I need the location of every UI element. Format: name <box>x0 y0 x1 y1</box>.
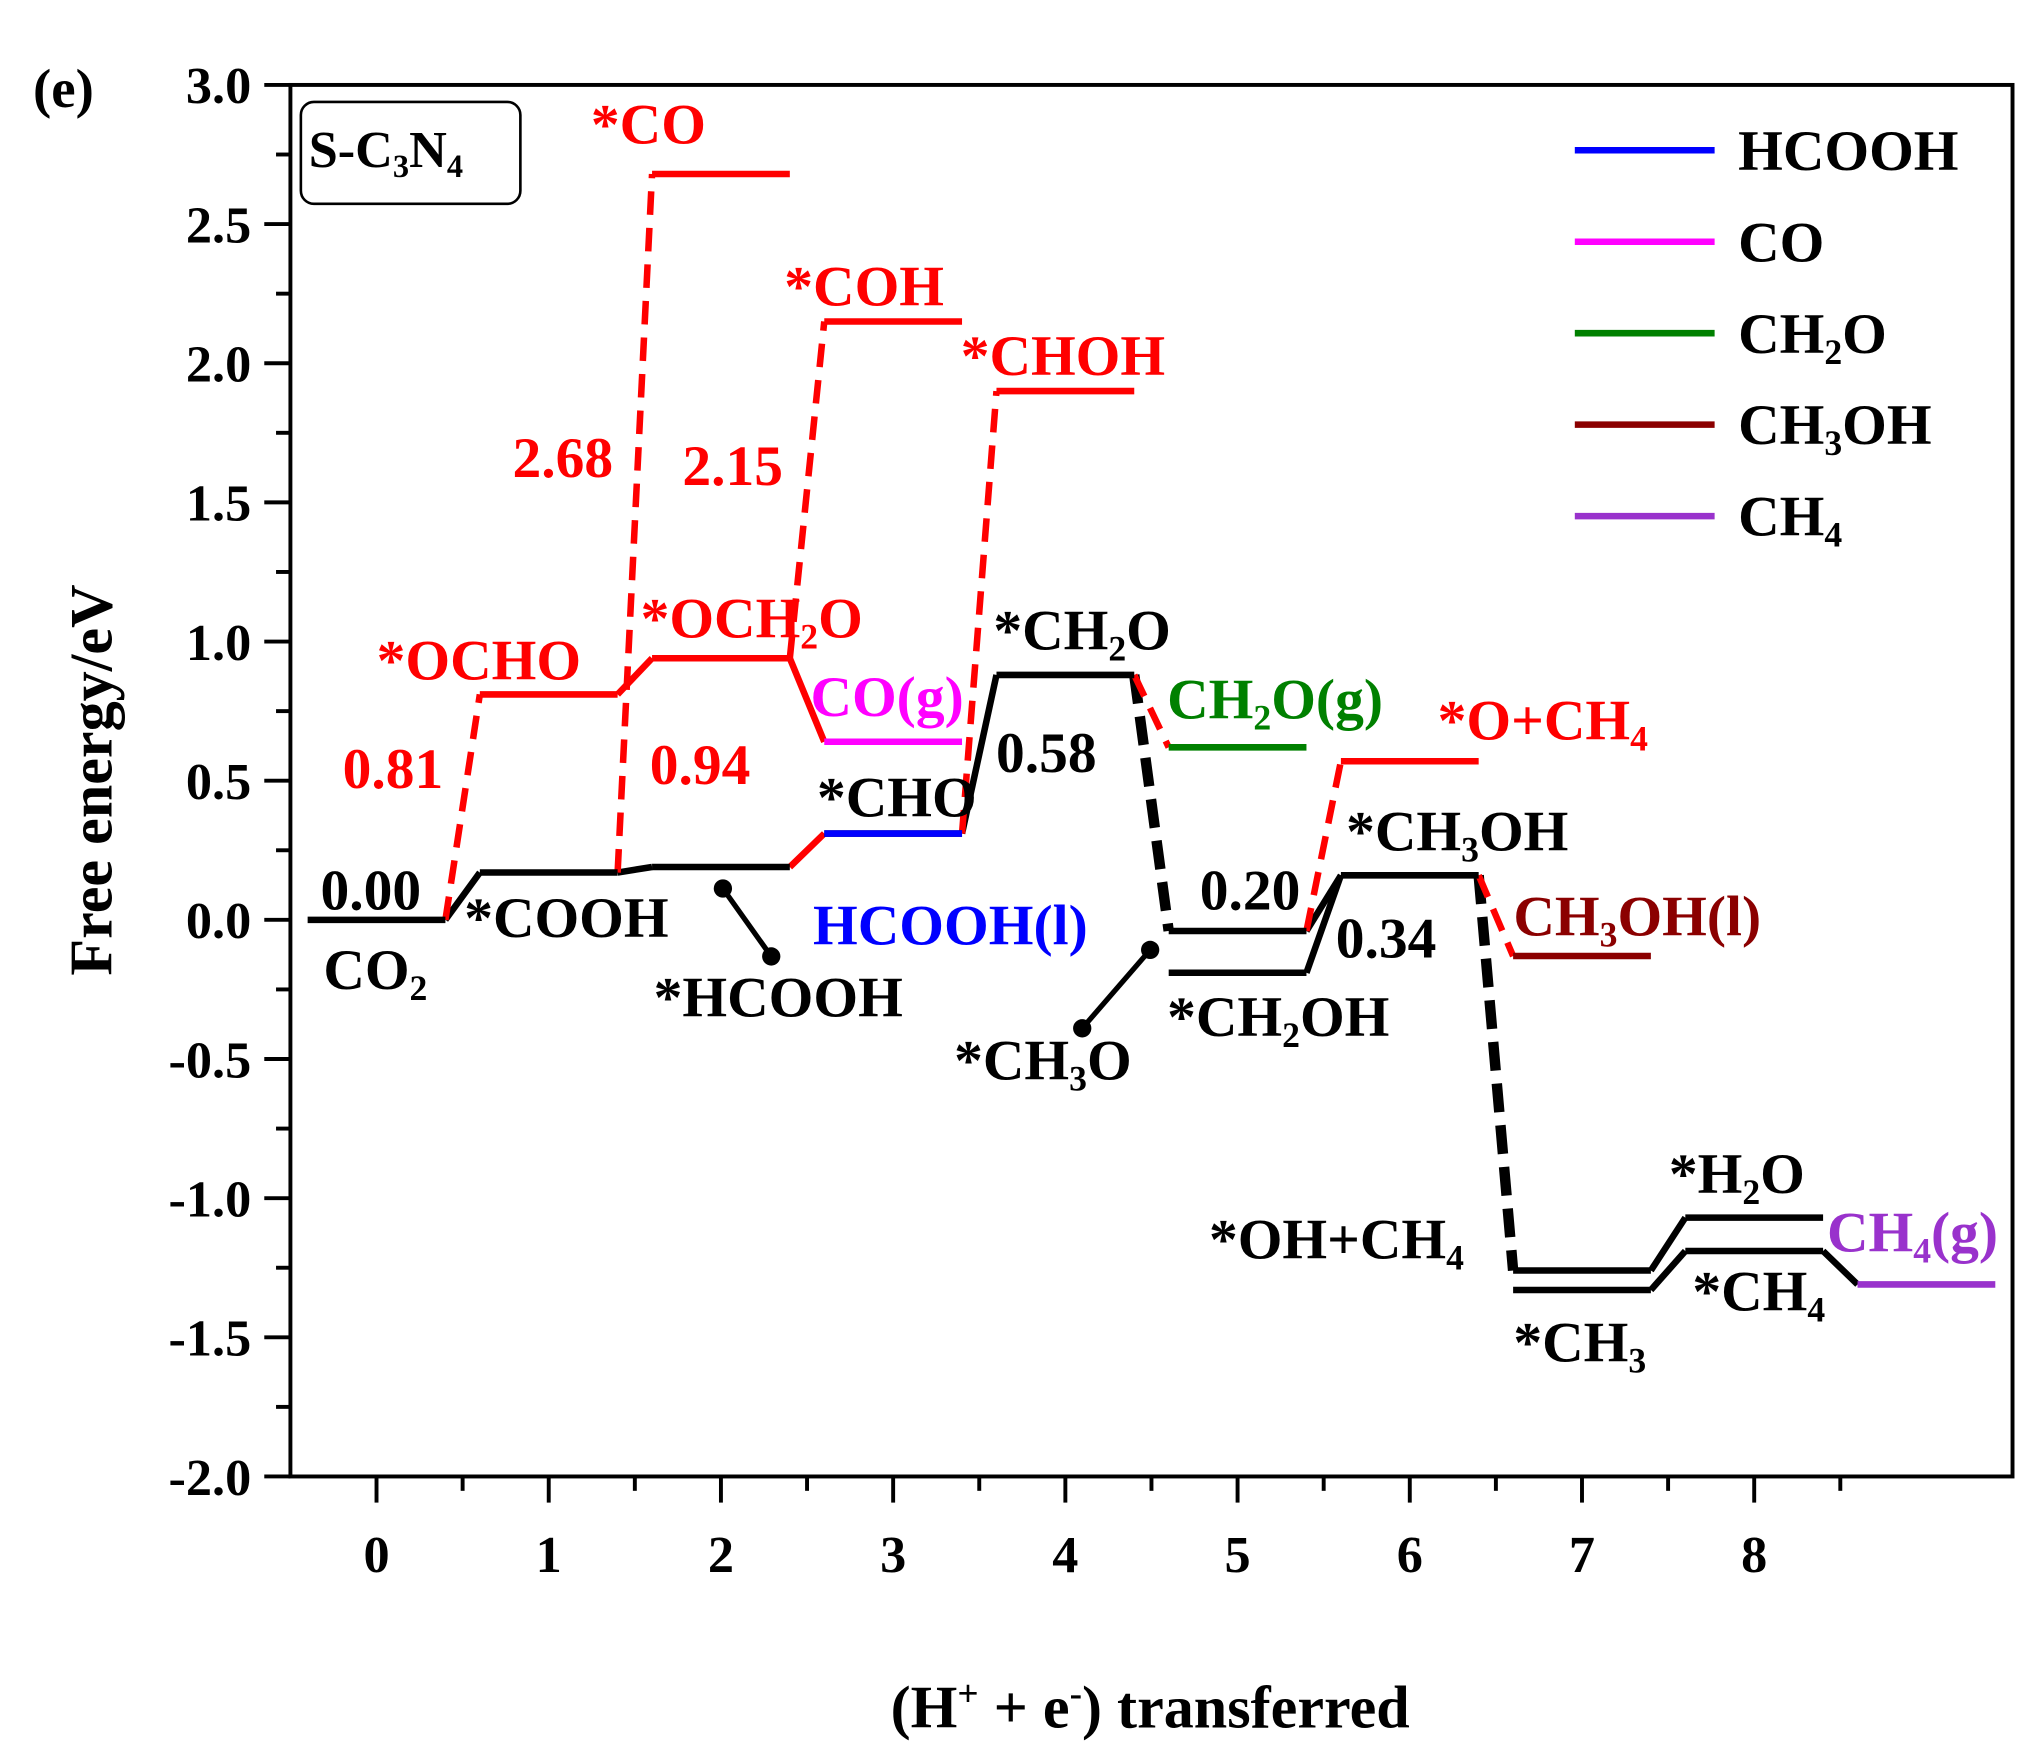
pointer-line <box>1080 948 1153 1031</box>
y-tick-label: 0.0 <box>186 892 251 950</box>
pointer-dot <box>713 879 733 898</box>
x-tick-label: 2 <box>708 1526 734 1584</box>
legend-label: CH2O <box>1738 303 1887 372</box>
y-tick-label: 0.5 <box>186 753 251 811</box>
connector <box>1131 673 1172 749</box>
level-label: *OCH2O <box>641 588 863 657</box>
y-tick-label: -1.5 <box>168 1310 251 1368</box>
level-label: *OH+CH4 <box>1209 1208 1464 1277</box>
y-tick-label: -1.0 <box>168 1170 251 1228</box>
pointer-dot <box>1073 1019 1092 1038</box>
y-tick-label: 1.0 <box>186 614 251 672</box>
y-tick-label: -0.5 <box>168 1031 251 1089</box>
level-label: *CO <box>591 94 706 157</box>
level-label: CH2O(g) <box>1167 669 1383 738</box>
connector <box>1648 1248 1688 1293</box>
connector <box>1475 874 1517 958</box>
connector <box>958 390 1000 834</box>
level-label: CH3OH(l) <box>1513 886 1761 955</box>
pointer-dot <box>1141 940 1160 960</box>
annotation: 0.00 <box>320 859 421 922</box>
legend-label: HCOOH <box>1738 120 1958 183</box>
y-tick-label: 1.5 <box>186 475 251 533</box>
x-tick-label: 6 <box>1397 1526 1423 1584</box>
x-tick-label: 5 <box>1225 1526 1251 1584</box>
connector <box>442 870 483 922</box>
level-label: *CH3O <box>954 1029 1132 1098</box>
x-tick-label: 0 <box>363 1526 389 1584</box>
level-label: *CH3OH <box>1346 801 1568 870</box>
level-label: CO(g) <box>810 666 963 729</box>
connector <box>786 321 828 659</box>
annotation: 0.20 <box>1200 859 1301 922</box>
connector <box>617 863 653 876</box>
annotation: 2.68 <box>513 427 614 490</box>
level-label: *CH2O <box>993 599 1171 668</box>
level-label: *OCHO <box>377 629 581 692</box>
inset-label: S-C3N4 <box>309 121 463 185</box>
x-tick-label: 4 <box>1052 1526 1078 1584</box>
level-label: HCOOH(l) <box>813 895 1088 958</box>
annotation: 0.94 <box>650 734 751 797</box>
level-label: *CH2OH <box>1167 986 1389 1055</box>
connector <box>1129 674 1174 932</box>
legend-label: CH3OH <box>1738 394 1931 463</box>
level-label: *CH4 <box>1692 1261 1825 1330</box>
annotation: 0.58 <box>996 722 1097 785</box>
level-label: *COH <box>784 256 944 319</box>
y-tick-label: 2.5 <box>186 196 251 254</box>
level-label: *HCOOH <box>654 967 903 1030</box>
connector <box>614 173 656 873</box>
connector <box>786 656 828 743</box>
level-label: *CH3 <box>1513 1311 1646 1380</box>
panel-label: (e) <box>33 58 94 119</box>
level-label: *H2O <box>1669 1143 1805 1212</box>
level-label: *CHOH <box>961 325 1165 388</box>
level-label: CH4(g) <box>1827 1202 1998 1271</box>
connector <box>1303 874 1344 974</box>
inset-box <box>299 100 522 206</box>
pointer-line <box>720 886 774 958</box>
legend-label: CO <box>1738 211 1824 274</box>
y-tick-label: -2.0 <box>168 1449 251 1507</box>
annotation: 2.15 <box>682 435 783 498</box>
connector <box>787 831 827 870</box>
annotation: 0.34 <box>1336 908 1437 971</box>
x-tick-label: 1 <box>536 1526 562 1584</box>
connector <box>1473 874 1519 1271</box>
y-tick-label: 3.0 <box>186 57 251 115</box>
connector <box>615 655 655 697</box>
connector <box>1820 1248 1860 1287</box>
y-axis-title: Free energy/eV <box>58 584 125 975</box>
connector <box>442 693 484 921</box>
x-tick-label: 3 <box>880 1526 906 1584</box>
pointer-dot <box>762 947 781 966</box>
connector <box>1303 760 1345 932</box>
connector <box>1648 1215 1689 1273</box>
x-tick-label: 8 <box>1741 1526 1767 1584</box>
y-tick-label: 2.0 <box>186 336 251 394</box>
level-label: *COOH <box>464 887 668 950</box>
x-tick-label: 7 <box>1569 1526 1595 1584</box>
connector <box>958 674 1000 835</box>
level-label: *O+CH4 <box>1438 690 1648 759</box>
level-label: *CHO <box>817 767 977 830</box>
annotation: 0.81 <box>343 738 444 801</box>
